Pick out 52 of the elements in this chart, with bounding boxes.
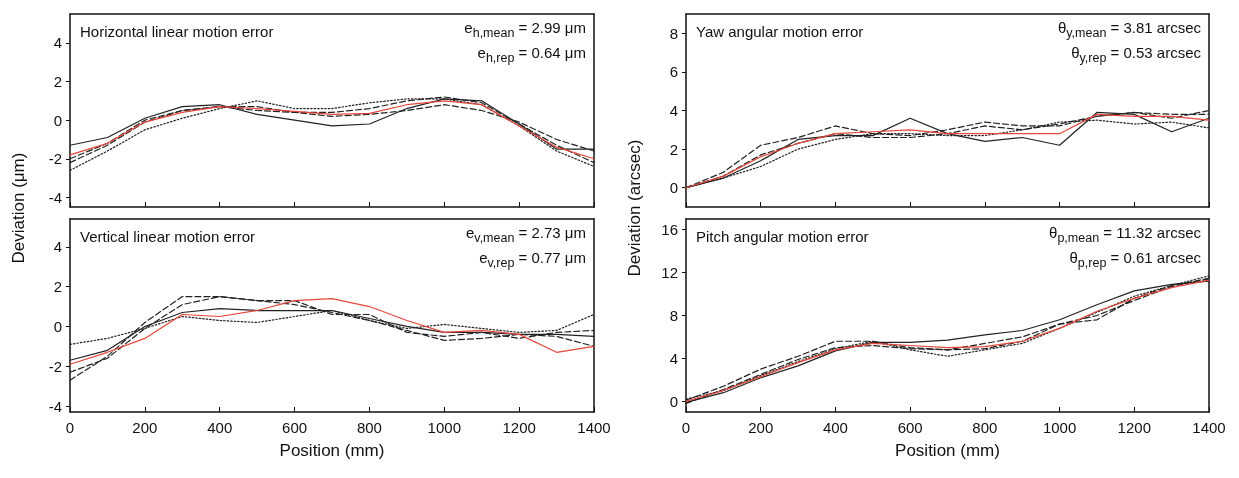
annotation: e$_{v,mean}$ = 2.73 μm <box>465 223 586 248</box>
x-tick-label: 600 <box>897 419 923 436</box>
y-tick-label: 0 <box>53 111 62 129</box>
y-tick-label: 4 <box>53 238 62 256</box>
x-tick-label: 200 <box>132 419 158 436</box>
text: Pitch angular motion error <box>696 228 869 245</box>
y-tick-label: 16 <box>661 221 678 239</box>
x-tick-label: 1400 <box>1192 419 1226 436</box>
y-tick-label: 2 <box>669 140 678 158</box>
y-tick-label: 8 <box>669 307 678 324</box>
x-tick-label: 600 <box>282 419 308 436</box>
y-tick-label: -2 <box>48 357 62 375</box>
x-tick-label: 1000 <box>427 419 461 436</box>
y-axis-title: Deviation (μm) <box>9 152 29 264</box>
annotation: e$_{h,rep}$ = 0.64 μm <box>477 43 586 68</box>
y-tick-label: 4 <box>669 102 678 119</box>
x-tick-label: 1000 <box>1042 419 1077 436</box>
y-tick-label: -4 <box>48 188 62 206</box>
y-tick-label: 6 <box>669 63 678 81</box>
annotation: θ$_{p,rep}$ = 0.61 arcsec <box>1069 248 1201 273</box>
y-axis-title: Deviation (arcsec) <box>625 139 645 277</box>
y-tick-label: 0 <box>53 317 62 335</box>
x-tick-label: 800 <box>972 419 998 436</box>
annotation: e$_{v,rep}$ = 0.77 μm <box>479 248 586 273</box>
x-tick-label: 0 <box>65 419 75 436</box>
annotation: θ$_{y,rep}$ = 0.53 arcsec <box>1071 43 1201 68</box>
x-tick-label: 1400 <box>577 419 611 436</box>
x-tick-label: 200 <box>748 419 774 436</box>
x-tick-label: 800 <box>356 419 382 436</box>
y-tick-label: 2 <box>53 278 62 296</box>
y-tick-label: -2 <box>48 150 62 168</box>
y-tick-label: 4 <box>53 34 62 52</box>
text: Vertical linear motion error <box>80 228 256 245</box>
x-tick-label: 400 <box>207 419 233 436</box>
y-tick-label: -4 <box>48 397 62 415</box>
x-tick-label: 1200 <box>502 419 536 436</box>
text: Horizontal linear motion error <box>80 23 274 40</box>
x-tick-label: 400 <box>822 419 848 436</box>
y-tick-label: 0 <box>669 179 678 197</box>
annotation: e$_{h,mean}$ = 2.99 μm <box>464 18 586 43</box>
x-tick-label: 1200 <box>1117 419 1151 436</box>
y-tick-label: 8 <box>669 24 678 42</box>
y-tick-label: 2 <box>53 73 62 91</box>
x-axis-title: Position (mm) <box>895 441 1000 460</box>
x-tick-label: 0 <box>681 419 691 436</box>
text: Yaw angular motion error <box>696 23 864 40</box>
annotation: θ$_{p,mean}$ = 11.32 arcsec <box>1049 223 1201 248</box>
y-tick-label: 4 <box>669 349 678 367</box>
y-tick-label: 12 <box>661 264 678 282</box>
y-tick-label: 0 <box>669 392 678 410</box>
annotation: θ$_{y,mean}$ = 3.81 arcsec <box>1057 18 1201 43</box>
x-axis-title: Position (mm) <box>279 441 385 460</box>
